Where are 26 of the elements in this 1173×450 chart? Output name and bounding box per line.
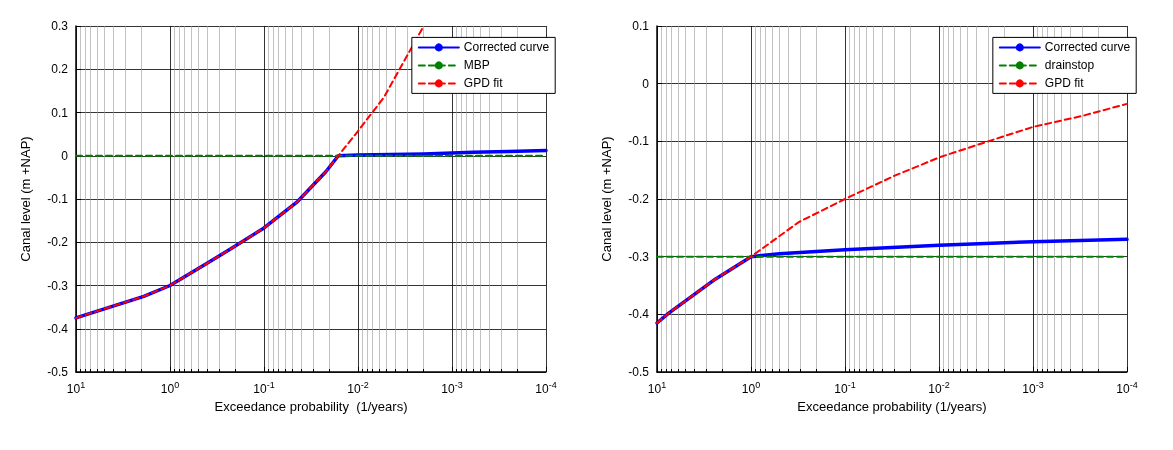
y-axis-title: Canal level (m +NAP) bbox=[599, 136, 614, 262]
y-tick-label: -0.5 bbox=[47, 365, 69, 379]
legend-label: drainstop bbox=[1044, 58, 1095, 73]
legend-label: GPD fit bbox=[463, 76, 504, 91]
legend-label: GPD fit bbox=[1044, 76, 1085, 91]
y-tick-label: -0.1 bbox=[47, 192, 69, 206]
x-axis-title: Exceedance probability (1/years) bbox=[214, 399, 408, 414]
y-tick-label: 0.1 bbox=[51, 105, 69, 120]
y-tick-label: -0.5 bbox=[628, 365, 650, 379]
y-tick-label: -0.1 bbox=[628, 134, 650, 149]
y-tick-label: -0.4 bbox=[47, 321, 69, 336]
y-tick-label: 0 bbox=[642, 76, 650, 91]
y-tick-label: 0.2 bbox=[51, 62, 69, 77]
legend-label: Corrected curve bbox=[463, 40, 550, 55]
x-axis-title: Exceedance probability (1/years) bbox=[797, 399, 987, 414]
y-tick-label: -0.2 bbox=[628, 192, 650, 206]
y-tick-label: -0.2 bbox=[47, 235, 69, 250]
legend-label: Corrected curve bbox=[1044, 40, 1131, 55]
y-tick-label: -0.3 bbox=[47, 278, 69, 293]
legend-label: MBP bbox=[463, 58, 490, 73]
y-tick-label: 0.1 bbox=[632, 19, 650, 33]
y-axis-title: Canal level (m +NAP) bbox=[18, 136, 33, 262]
y-tick-label: -0.4 bbox=[628, 307, 650, 322]
y-tick-label: 0.3 bbox=[51, 19, 69, 33]
y-tick-label: -0.3 bbox=[628, 249, 650, 264]
y-tick-label: 0 bbox=[61, 148, 69, 163]
